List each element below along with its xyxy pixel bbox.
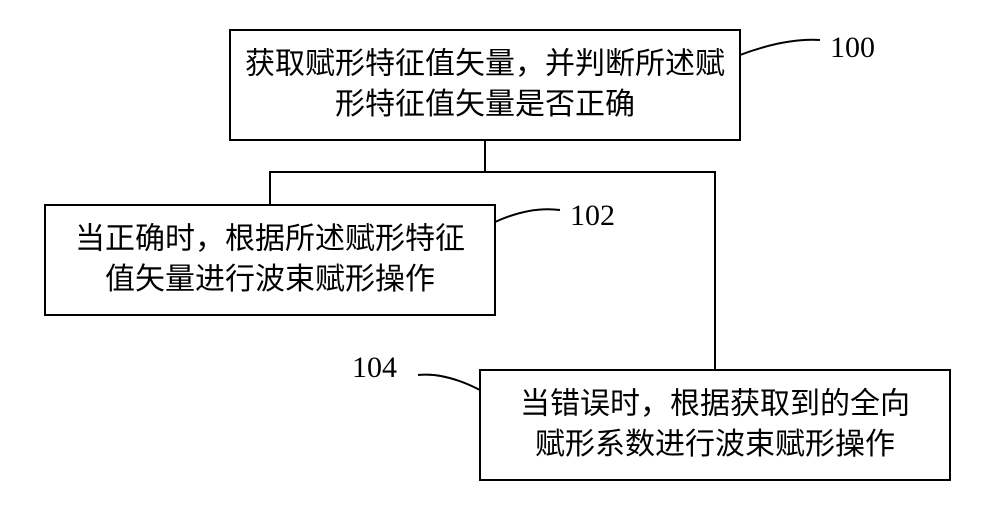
connector	[485, 140, 715, 370]
node-box	[230, 30, 740, 140]
node-text-line: 形特征值矢量是否正确	[335, 88, 635, 121]
connector	[270, 140, 485, 205]
node-text-line: 当错误时，根据获取到的全向	[520, 388, 910, 421]
flow-node-n102: 当正确时，根据所述赋形特征值矢量进行波束赋形操作 102	[45, 199, 615, 315]
leader-line	[740, 40, 820, 55]
node-text-line: 获取赋形特征值矢量，并判断所述赋	[245, 48, 725, 81]
leader-line	[495, 209, 560, 222]
node-text-line: 赋形系数进行波束赋形操作	[535, 428, 895, 461]
node-text-line: 值矢量进行波束赋形操作	[105, 263, 435, 296]
node-box	[480, 370, 950, 480]
node-number: 104	[352, 351, 397, 384]
node-box	[45, 205, 495, 315]
node-number: 100	[830, 31, 875, 64]
node-text-line: 当正确时，根据所述赋形特征	[75, 223, 465, 256]
flow-node-n100: 获取赋形特征值矢量，并判断所述赋形特征值矢量是否正确 100	[230, 30, 875, 140]
flow-node-n104: 当错误时，根据获取到的全向赋形系数进行波束赋形操作 104	[352, 351, 950, 480]
node-number: 102	[570, 199, 615, 232]
leader-line	[418, 375, 480, 390]
